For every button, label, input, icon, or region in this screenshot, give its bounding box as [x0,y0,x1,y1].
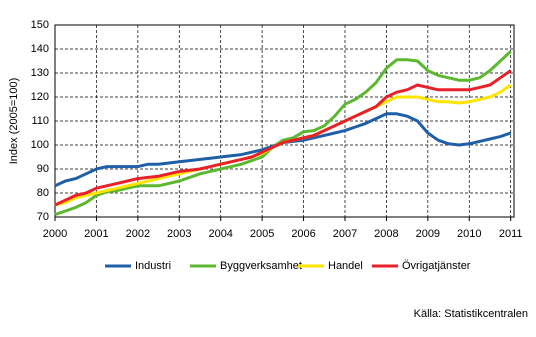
y-tick-label: 100 [31,139,49,151]
x-tick-label: 2001 [84,228,108,240]
line-series [54,112,512,188]
legend-label: Övrigatjänster [402,260,471,272]
x-tick-label: 2002 [126,228,150,240]
y-tick-label: 90 [37,163,49,175]
x-tick-label: 2006 [291,228,315,240]
x-tick-label: 2007 [333,228,357,240]
legend-label: Handel [328,260,363,272]
x-tick-label: 2000 [43,228,67,240]
legend-label: Industri [135,260,171,272]
y-tick-label: 140 [31,43,49,55]
y-tick-label: 80 [37,187,49,199]
y-axis-label: Index (2005=100) [8,78,20,165]
x-tick-label: 2008 [374,228,398,240]
y-tick-label: 130 [31,67,49,79]
y-tick-label: 120 [31,91,49,103]
x-tick-label: 2011 [499,228,523,240]
y-tick-label: 70 [37,211,49,223]
source: Källa: Statistikcentralen [414,308,528,320]
y-tick-label: 150 [31,19,49,31]
x-tick-label: 2010 [457,228,481,240]
line-series [54,69,512,207]
legend-label: Byggverksamhet [220,260,302,272]
y-tick-label: 110 [31,115,49,127]
plot-frame [54,24,515,218]
x-tick-label: 2004 [208,228,232,240]
x-tick-label: 2003 [167,228,191,240]
line-series [54,50,512,217]
x-tick-label: 2005 [250,228,274,240]
x-tick-label: 2009 [416,228,440,240]
